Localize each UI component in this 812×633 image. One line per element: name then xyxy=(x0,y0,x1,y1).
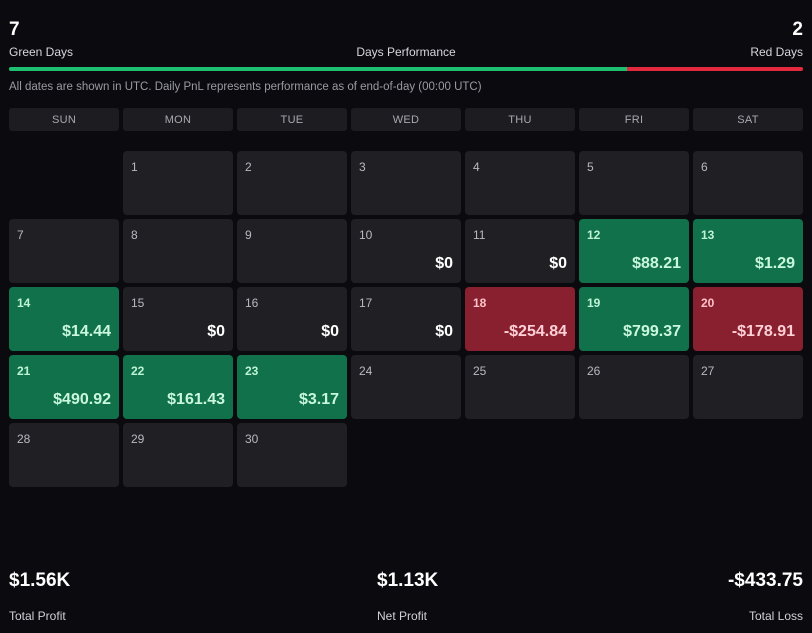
calendar-day-10[interactable]: 10 $0 xyxy=(351,219,461,283)
day-number: 27 xyxy=(701,364,715,378)
calendar-day-2[interactable]: 2 xyxy=(237,151,347,215)
day-pnl: $0 xyxy=(207,323,225,340)
day-number: 1 xyxy=(131,160,138,174)
day-number: 9 xyxy=(245,228,252,242)
utc-disclaimer: All dates are shown in UTC. Daily PnL re… xyxy=(9,81,482,93)
day-pnl: $3.17 xyxy=(298,391,339,408)
day-number: 22 xyxy=(131,364,145,378)
day-pnl: $799.37 xyxy=(623,323,681,340)
day-number: 6 xyxy=(701,160,708,174)
day-number: 5 xyxy=(587,160,594,174)
day-number: 4 xyxy=(473,160,480,174)
net-profit-value: $1.13K xyxy=(377,570,439,591)
calendar-day-13[interactable]: 13 $1.29 xyxy=(693,219,803,283)
calendar-day-8[interactable]: 8 xyxy=(123,219,233,283)
day-pnl: $490.92 xyxy=(53,391,111,408)
calendar-day-15[interactable]: 15 $0 xyxy=(123,287,233,351)
day-pnl: -$254.84 xyxy=(503,323,567,340)
weekday-sun: SUN xyxy=(9,108,119,131)
green-days-count: 7 xyxy=(9,19,20,40)
calendar-day-1[interactable]: 1 xyxy=(123,151,233,215)
day-pnl: $161.43 xyxy=(167,391,225,408)
day-pnl: $0 xyxy=(549,255,567,272)
green-days-bar-segment xyxy=(9,67,627,71)
day-number: 15 xyxy=(131,296,145,310)
red-days-bar-segment xyxy=(626,67,803,71)
calendar-day-14[interactable]: 14 $14.44 xyxy=(9,287,119,351)
weekday-sat: SAT xyxy=(693,108,803,131)
calendar-day-24[interactable]: 24 xyxy=(351,355,461,419)
weekday-fri: FRI xyxy=(579,108,689,131)
day-number: 29 xyxy=(131,432,145,446)
day-number: 14 xyxy=(17,296,31,310)
day-number: 16 xyxy=(245,296,259,310)
day-number: 8 xyxy=(131,228,138,242)
red-days-label: Red Days xyxy=(750,45,803,59)
day-pnl: $88.21 xyxy=(632,255,681,272)
total-profit-value: $1.56K xyxy=(9,570,71,591)
day-number: 24 xyxy=(359,364,373,378)
weekday-wed: WED xyxy=(351,108,461,131)
weekday-tue: TUE xyxy=(237,108,347,131)
calendar-day-25[interactable]: 25 xyxy=(465,355,575,419)
calendar-day-6[interactable]: 6 xyxy=(693,151,803,215)
day-number: 21 xyxy=(17,364,31,378)
green-red-ratio-bar xyxy=(9,67,803,71)
day-number: 19 xyxy=(587,296,601,310)
calendar-day-16[interactable]: 16 $0 xyxy=(237,287,347,351)
calendar-day-23[interactable]: 23 $3.17 xyxy=(237,355,347,419)
calendar-day-30[interactable]: 30 xyxy=(237,423,347,487)
weekday-mon: MON xyxy=(123,108,233,131)
total-loss-value: -$433.75 xyxy=(727,570,803,591)
calendar-day-29[interactable]: 29 xyxy=(123,423,233,487)
calendar-day-9[interactable]: 9 xyxy=(237,219,347,283)
calendar-day-19[interactable]: 19 $799.37 xyxy=(579,287,689,351)
weekday-header: SUN MON TUE WED THU FRI SAT xyxy=(9,108,803,131)
calendar-day-27[interactable]: 27 xyxy=(693,355,803,419)
green-days-label: Green Days xyxy=(9,45,74,59)
day-number: 17 xyxy=(359,296,373,310)
day-number: 7 xyxy=(17,228,24,242)
calendar-day-11[interactable]: 11 $0 xyxy=(465,219,575,283)
total-profit-label: Total Profit xyxy=(9,609,66,623)
net-profit-label: Net Profit xyxy=(377,609,428,623)
calendar-day-4[interactable]: 4 xyxy=(465,151,575,215)
calendar-grid: 1 2 3 4 5 6 7 8 9 10 $0 11 $0 12 $88.21 13 $1.29 14 $14.44… xyxy=(9,151,803,487)
day-number: 13 xyxy=(701,228,715,242)
calendar-day-5[interactable]: 5 xyxy=(579,151,689,215)
day-pnl: $0 xyxy=(435,255,453,272)
day-pnl: $0 xyxy=(321,323,339,340)
day-pnl: $14.44 xyxy=(62,323,111,340)
day-number: 12 xyxy=(587,228,601,242)
calendar-day-12[interactable]: 12 $88.21 xyxy=(579,219,689,283)
weekday-thu: THU xyxy=(465,108,575,131)
day-number: 11 xyxy=(473,228,486,242)
total-loss-label: Total Loss xyxy=(748,609,803,623)
day-number: 18 xyxy=(473,296,487,310)
day-number: 30 xyxy=(245,432,259,446)
day-number: 10 xyxy=(359,228,373,242)
day-pnl: $0 xyxy=(435,323,453,340)
calendar-day-17[interactable]: 17 $0 xyxy=(351,287,461,351)
calendar-day-3[interactable]: 3 xyxy=(351,151,461,215)
days-performance-title: Days Performance xyxy=(356,45,456,59)
calendar-day-20[interactable]: 20 -$178.91 xyxy=(693,287,803,351)
day-number: 2 xyxy=(245,160,252,174)
calendar-day-28[interactable]: 28 xyxy=(9,423,119,487)
calendar-day-18[interactable]: 18 -$254.84 xyxy=(465,287,575,351)
calendar-day-22[interactable]: 22 $161.43 xyxy=(123,355,233,419)
red-days-count: 2 xyxy=(792,19,803,40)
day-number: 28 xyxy=(17,432,31,446)
calendar-day-7[interactable]: 7 xyxy=(9,219,119,283)
calendar-blank-cell xyxy=(9,151,119,215)
calendar-day-26[interactable]: 26 xyxy=(579,355,689,419)
day-number: 25 xyxy=(473,364,487,378)
day-number: 23 xyxy=(245,364,259,378)
day-number: 26 xyxy=(587,364,601,378)
day-pnl: -$178.91 xyxy=(731,323,795,340)
day-number: 3 xyxy=(359,160,366,174)
day-pnl: $1.29 xyxy=(754,255,795,272)
day-number: 20 xyxy=(701,296,715,310)
calendar-day-21[interactable]: 21 $490.92 xyxy=(9,355,119,419)
